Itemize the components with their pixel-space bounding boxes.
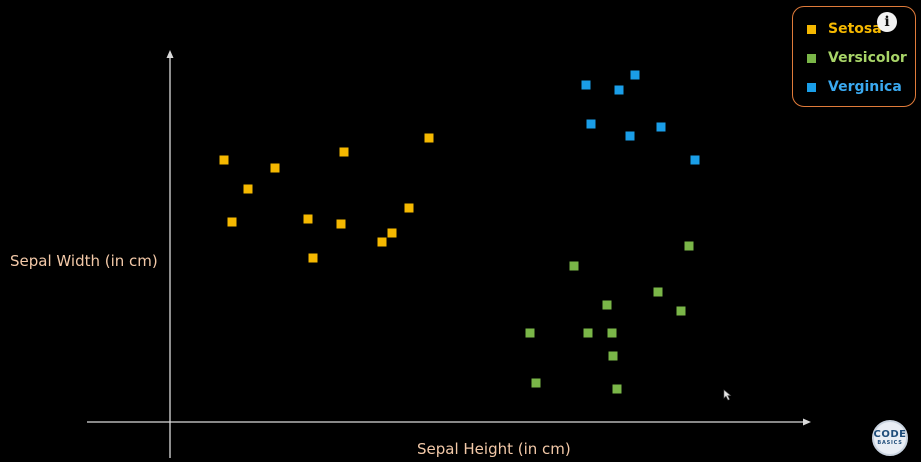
mouse-cursor-icon [723,389,732,401]
point-setosa-11 [424,133,434,143]
point-setosa-5 [308,253,318,263]
point-versicolor-7 [612,384,622,394]
codebasics-logo: CODE BASICS [872,420,908,456]
point-setosa-9 [387,228,397,238]
point-versicolor-4 [602,300,612,310]
point-verginica-5 [656,122,666,132]
point-setosa-8 [377,237,387,247]
point-versicolor-1 [531,378,541,388]
point-verginica-0 [581,80,591,90]
point-versicolor-8 [653,287,663,297]
legend: Setosa Versicolor Verginica [792,6,916,107]
point-versicolor-9 [676,306,686,316]
point-versicolor-2 [569,261,579,271]
legend-label-setosa: Setosa [828,21,882,37]
point-setosa-7 [339,147,349,157]
point-setosa-4 [303,214,313,224]
point-verginica-4 [630,70,640,80]
logo-text-line1: CODE [873,429,907,440]
axes [87,50,811,458]
point-versicolor-3 [583,328,593,338]
point-setosa-2 [243,184,253,194]
y-axis-label: Sepal Width (in cm) [10,252,158,270]
point-versicolor-10 [684,241,694,251]
point-verginica-6 [690,155,700,165]
point-setosa-3 [270,163,280,173]
point-versicolor-5 [607,328,617,338]
point-verginica-3 [625,131,635,141]
legend-item-setosa: Setosa [807,19,882,39]
point-setosa-0 [219,155,229,165]
point-setosa-1 [227,217,237,227]
legend-label-versicolor: Versicolor [828,50,907,66]
legend-swatch-versicolor [807,53,816,63]
point-setosa-6 [336,219,346,229]
legend-item-versicolor: Versicolor [807,48,907,68]
point-versicolor-6 [608,351,618,361]
legend-swatch-setosa [807,24,816,34]
point-verginica-2 [614,85,624,95]
data-points [219,70,700,394]
logo-text-line2: BASICS [877,440,903,446]
legend-item-verginica: Verginica [807,77,902,97]
info-icon[interactable]: i [877,12,897,32]
point-setosa-10 [404,203,414,213]
point-verginica-1 [586,119,596,129]
x-axis-arrow [803,418,811,426]
legend-swatch-verginica [807,82,816,92]
legend-label-verginica: Verginica [828,79,902,95]
y-axis-arrow [166,50,174,58]
point-versicolor-0 [525,328,535,338]
x-axis-label: Sepal Height (in cm) [417,440,571,458]
